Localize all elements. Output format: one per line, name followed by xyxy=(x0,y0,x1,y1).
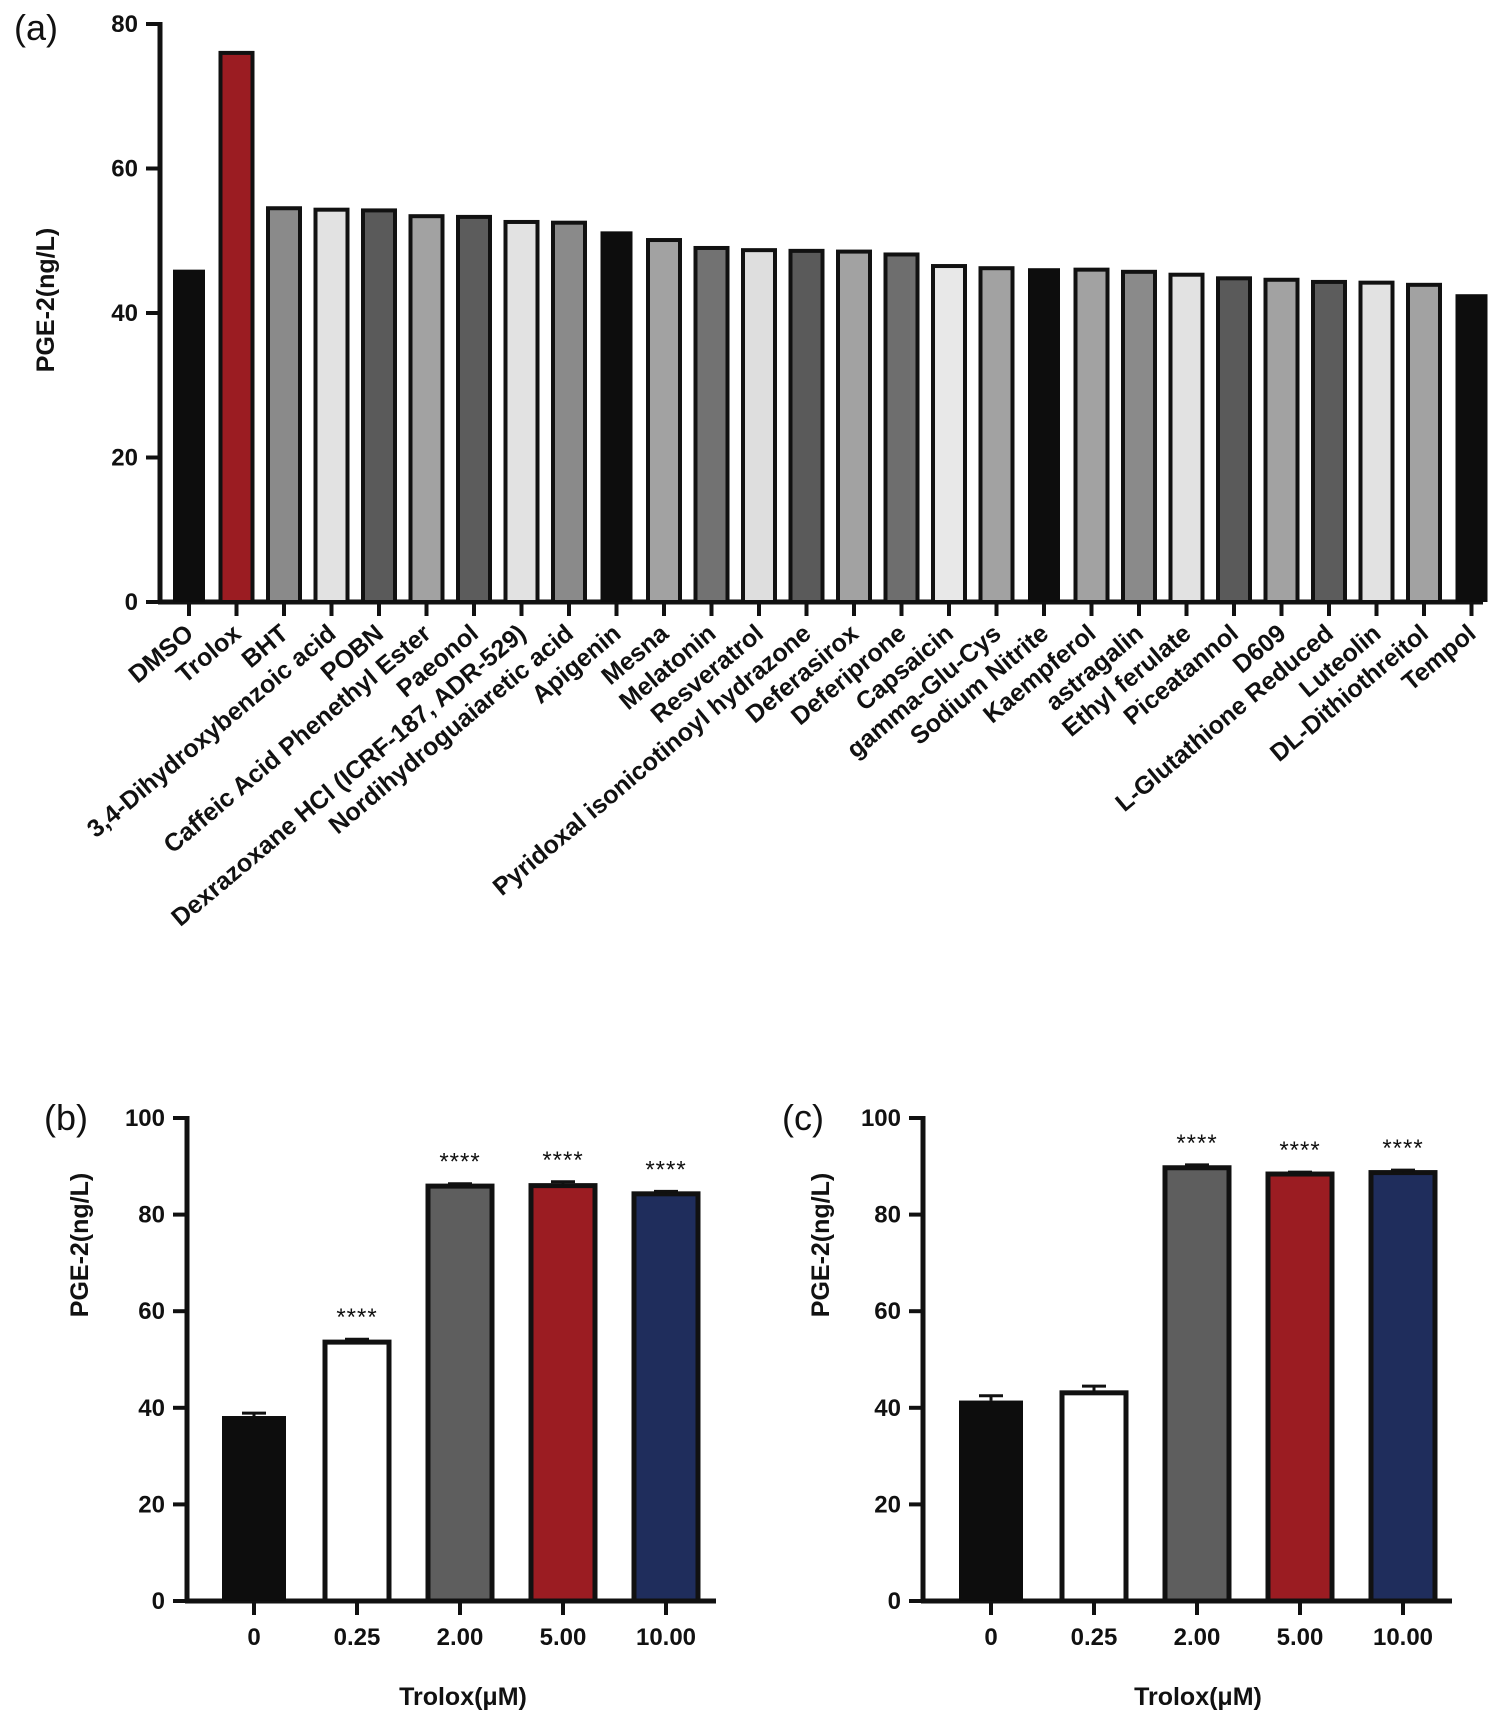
panel-a-bar xyxy=(1168,272,1205,604)
panel-b-category-label: 0 xyxy=(247,1624,260,1651)
panel-a-bar xyxy=(1028,268,1060,602)
panel-a-y-tick-label: 0 xyxy=(125,589,138,616)
panel-a-bar xyxy=(1455,294,1488,602)
panel-b-y-axis-label: PGE-2(ng/L) xyxy=(66,1173,94,1317)
panel-b-category-label: 10.00 xyxy=(636,1624,696,1651)
panel-a-bar xyxy=(173,269,205,602)
panel-c-y-tick-label: 80 xyxy=(874,1202,901,1229)
panel-b-significance-label: **** xyxy=(439,1149,480,1176)
panel-a-y-tick-label: 80 xyxy=(111,11,138,38)
panel-c-category-label: 2.00 xyxy=(1174,1624,1221,1651)
panel-a-bar xyxy=(1263,277,1300,604)
panel-a-bar xyxy=(931,264,967,604)
panel-b-category-label: 2.00 xyxy=(437,1624,484,1651)
panel-b-y-tick-label: 0 xyxy=(152,1588,165,1615)
chart-panel-c: (c) PGE-2(ng/L) Trolox(μM) 0 20 40 60 80 100 0… xyxy=(782,1097,1452,1711)
panel-a-bar xyxy=(1358,280,1395,604)
panel-b-label: (b) xyxy=(44,1097,88,1138)
panel-c-significance-label: **** xyxy=(1279,1137,1320,1164)
chart-panel-b: (b) PGE-2(ng/L) Trolox(μM) 0 20 40 60 80 100 0… xyxy=(44,1097,716,1711)
panel-a-bar xyxy=(266,206,302,605)
panel-a-y-tick-label: 20 xyxy=(111,445,138,472)
panel-a-bar xyxy=(313,207,350,604)
panel-a-bar xyxy=(218,50,255,604)
panel-a-bar xyxy=(788,248,825,605)
panel-b-y-tick-label: 20 xyxy=(138,1491,165,1518)
panel-c-bar xyxy=(1162,1165,1232,1604)
panel-b-bar xyxy=(528,1183,598,1604)
panel-b-y-tick-label: 100 xyxy=(125,1105,165,1132)
chart-panel-a: (a) PGE-2(ng/L) 020406080DMSOTroloxBHT3,… xyxy=(14,7,1488,932)
panel-b-significance-label: **** xyxy=(336,1304,377,1331)
panel-c-label: (c) xyxy=(782,1097,824,1138)
panel-a-bar xyxy=(646,238,682,604)
panel-a-bar xyxy=(551,220,587,604)
panel-a-bar xyxy=(693,245,730,604)
panel-a-bar xyxy=(1406,282,1442,604)
panel-b-category-label: 0.25 xyxy=(334,1624,381,1651)
panel-a-bar xyxy=(883,252,920,604)
panel-b-bar xyxy=(631,1191,701,1604)
panel-a-bar xyxy=(1121,269,1157,604)
panel-a-bar xyxy=(1216,276,1252,604)
panel-a-bar xyxy=(836,249,872,604)
panel-c-bar xyxy=(1059,1390,1129,1604)
panel-a-y-axis-label: PGE-2(ng/L) xyxy=(32,228,60,372)
panel-b-y-tick-label: 80 xyxy=(138,1202,165,1229)
panel-b-y-tick-label: 60 xyxy=(138,1298,165,1325)
panel-c-y-tick-label: 60 xyxy=(874,1298,901,1325)
panel-c-category-label: 10.00 xyxy=(1373,1624,1433,1651)
panel-a-bar xyxy=(1311,279,1347,604)
panel-b-bar xyxy=(322,1339,392,1604)
panel-c-y-tick-label: 100 xyxy=(861,1105,901,1132)
panel-c-bar xyxy=(1368,1170,1438,1604)
panel-c-category-label: 5.00 xyxy=(1277,1624,1324,1651)
panel-a-bar xyxy=(741,248,777,605)
panel-a-label: (a) xyxy=(14,7,58,48)
panel-b-bar xyxy=(425,1183,495,1604)
panel-b-significance-label: **** xyxy=(645,1156,686,1183)
panel-c-x-axis-label: Trolox(μM) xyxy=(1134,1683,1262,1711)
panel-a-bar xyxy=(600,231,633,603)
panel-a-bar xyxy=(361,208,397,604)
panel-a-bar xyxy=(503,219,540,604)
panel-b-significance-label: **** xyxy=(542,1147,583,1174)
panel-c-bar xyxy=(1265,1171,1335,1604)
panel-c-category-label: 0.25 xyxy=(1071,1624,1118,1651)
panel-c-significance-label: **** xyxy=(1382,1135,1423,1162)
panel-a-bar xyxy=(408,214,445,604)
panel-b-x-axis-label: Trolox(μM) xyxy=(399,1683,527,1711)
panel-c-significance-label: **** xyxy=(1176,1130,1217,1157)
panel-c-y-tick-label: 0 xyxy=(888,1588,901,1615)
panel-b-bar xyxy=(222,1416,286,1601)
panel-c-y-tick-label: 40 xyxy=(874,1395,901,1422)
panel-a-y-tick-label: 60 xyxy=(111,156,138,183)
panel-b-category-label: 5.00 xyxy=(540,1624,587,1651)
panel-a-bar xyxy=(456,214,492,604)
panel-a-bar xyxy=(1073,267,1110,604)
panel-c-y-axis-label: PGE-2(ng/L) xyxy=(807,1173,835,1317)
panel-a-y-tick-label: 40 xyxy=(111,300,138,327)
panel-c-bar xyxy=(959,1400,1023,1601)
panel-a-bar xyxy=(978,266,1015,604)
panel-c-category-label: 0 xyxy=(984,1624,997,1651)
panel-b-y-tick-label: 40 xyxy=(138,1395,165,1422)
panel-c-y-tick-label: 20 xyxy=(874,1491,901,1518)
